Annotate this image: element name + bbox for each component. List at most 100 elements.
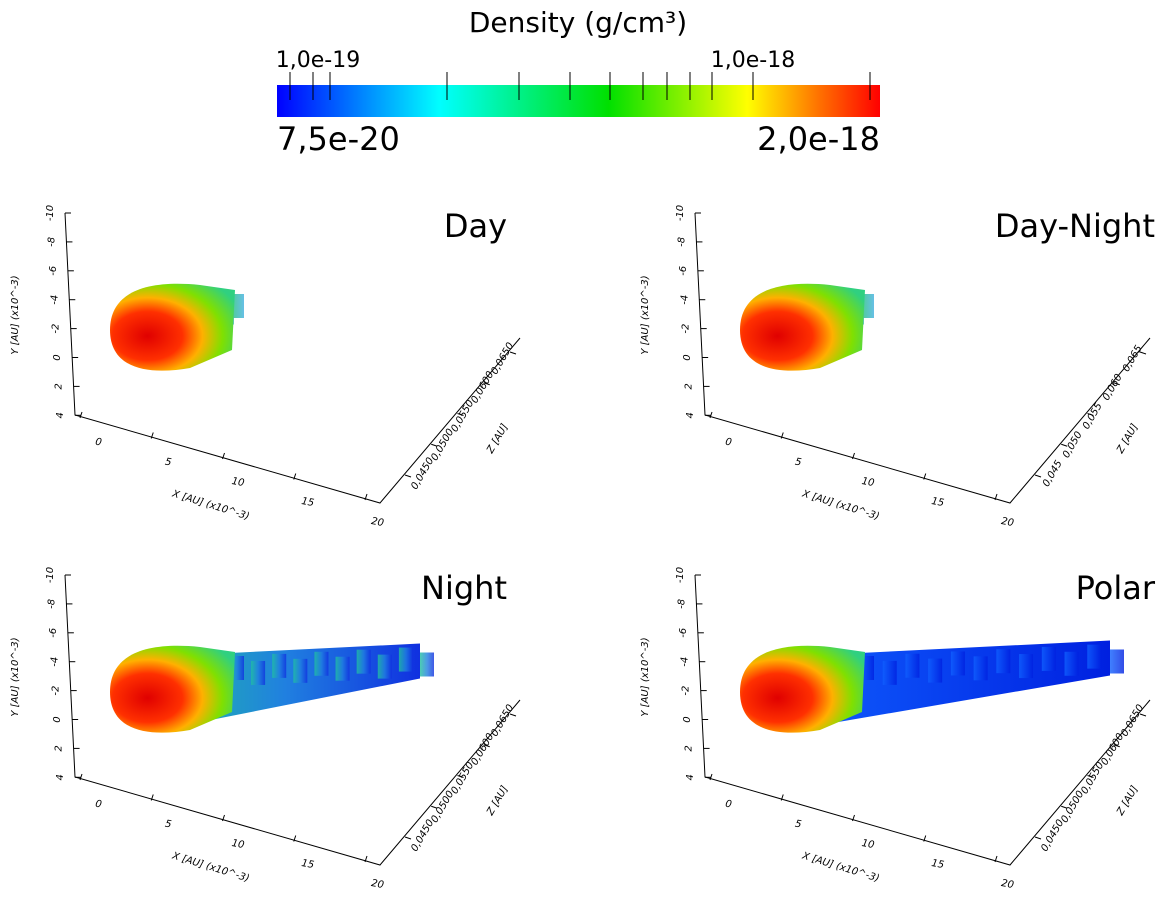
y-tick-label: -4: [679, 295, 690, 305]
z-tick: [457, 775, 464, 778]
y-tick-label: 2: [54, 745, 65, 751]
y-tick-label: -2: [681, 686, 692, 696]
x-tick: [293, 473, 297, 480]
voxel: [1110, 649, 1124, 674]
x-tick: [222, 452, 225, 460]
y-tick-label: -4: [49, 657, 60, 667]
x-tick-label: 15: [930, 496, 944, 509]
voxel: [293, 658, 308, 683]
x-axis-label: X [AU] (x10^-3): [170, 850, 251, 884]
x-tick-label: 10: [231, 838, 245, 851]
y-tick-label: -10: [45, 205, 56, 221]
x-tick-label: 5: [164, 819, 172, 831]
x-tick-label: 0: [724, 799, 732, 811]
colorbar-title: Density (g/cm³): [469, 6, 687, 39]
y-tick-label: -4: [49, 295, 60, 305]
x-tick: [709, 773, 713, 781]
x-tick: [994, 493, 998, 501]
y-tick-label: -6: [48, 266, 59, 276]
x-tick-label: 0: [94, 437, 102, 449]
y-tick-label: 0: [52, 716, 63, 722]
x-tick: [709, 411, 713, 419]
voxel: [1064, 651, 1079, 676]
z-axis-label: Z [AU]: [485, 784, 511, 818]
density-render: [740, 640, 1124, 733]
z-tick: [1087, 413, 1094, 416]
x-tick-label: 10: [861, 838, 875, 851]
x-tick: [364, 855, 368, 863]
y-tick-label: -10: [45, 567, 56, 583]
voxel: [314, 651, 329, 676]
density-render: [110, 643, 434, 733]
x-tick: [79, 411, 83, 419]
x-tick: [852, 452, 855, 460]
z-axis-label: Z [AU]: [1115, 422, 1141, 456]
voxel: [1019, 654, 1034, 679]
axes: [64, 574, 521, 866]
z-tick: [404, 836, 412, 840]
y-tick-label: 0: [52, 354, 63, 360]
voxel: [1041, 646, 1056, 671]
voxel: [905, 653, 920, 678]
z-axis-label: Z [AU]: [485, 422, 511, 456]
voxel: [973, 656, 988, 681]
x-axis-label: X [AU] (x10^-3): [170, 488, 251, 522]
z-tick: [1087, 775, 1094, 778]
x-tick: [150, 432, 154, 439]
z-tick: [404, 474, 412, 478]
y-tick-label: -2: [51, 686, 62, 696]
x-tick: [222, 814, 225, 822]
voxel: [950, 651, 965, 676]
y-tick-label: -8: [676, 237, 687, 247]
z-tick: [1061, 805, 1068, 809]
x-tick: [293, 835, 297, 842]
x-tick: [923, 835, 927, 842]
x-tick-label: 10: [231, 476, 245, 489]
z-tick: [431, 805, 438, 809]
x-tick: [364, 493, 368, 501]
z-tick-label: 0,0600: [1099, 732, 1126, 768]
y-tick-label: 4: [55, 774, 66, 780]
x-tick-label: 20: [1000, 516, 1014, 529]
z-tick-label: 0,045: [1041, 459, 1065, 489]
z-tick: [1034, 474, 1042, 478]
body: [110, 645, 235, 733]
z-tick: [1139, 713, 1147, 717]
y-tick-label: -8: [676, 599, 687, 609]
z-tick: [483, 382, 490, 386]
x-tick-label: 5: [794, 457, 802, 469]
x-tick: [780, 794, 784, 801]
x-tick-label: 15: [930, 858, 944, 871]
x-tick-label: 0: [724, 437, 732, 449]
y-tick-label: -10: [675, 205, 686, 221]
x-tick: [923, 473, 927, 480]
z-tick-label: 0,065: [1121, 344, 1145, 374]
x-tick-label: 0: [94, 799, 102, 811]
y-tick-label: -4: [679, 657, 690, 667]
x-tick-label: 15: [300, 496, 314, 509]
y-tick-label: 2: [684, 745, 695, 751]
x-tick: [994, 855, 998, 863]
y-tick-label: -8: [46, 237, 57, 247]
panel-title: Night: [421, 569, 507, 607]
y-axis-label: Y [AU] (x10^-3): [640, 637, 651, 716]
z-tick: [1139, 351, 1147, 355]
colorbar-tick-label: 1,0e-18: [711, 48, 795, 73]
panel: -10 -8 -6 -4 -2 0 2 4 Y [AU] (x10^-3) 0 5 10 15 20 X […: [10, 567, 521, 891]
panel: -10 -8 -6 -4 -2 0 2 4 Y [AU] (x10^-3) 0 5 10 15 20 X […: [640, 205, 1155, 529]
x-tick-label: 20: [370, 878, 384, 891]
voxel: [398, 647, 413, 672]
x-tick-label: 5: [794, 819, 802, 831]
y-tick-label: 0: [682, 354, 693, 360]
axes: [64, 212, 521, 504]
z-tick-label: 0,060: [1101, 372, 1125, 402]
axes: [694, 212, 1151, 504]
y-tick-label: 4: [685, 774, 696, 780]
z-tick-label: 0,0600: [469, 370, 496, 406]
z-tick-label: 0,055: [1081, 401, 1105, 431]
panel: -10 -8 -6 -4 -2 0 2 4 Y [AU] (x10^-3) 0 5 10 15 20 X […: [10, 205, 521, 529]
colorbar-min: 7,5e-20: [277, 120, 400, 158]
voxel: [272, 653, 287, 678]
colorbar-max: 2,0e-18: [757, 120, 880, 158]
